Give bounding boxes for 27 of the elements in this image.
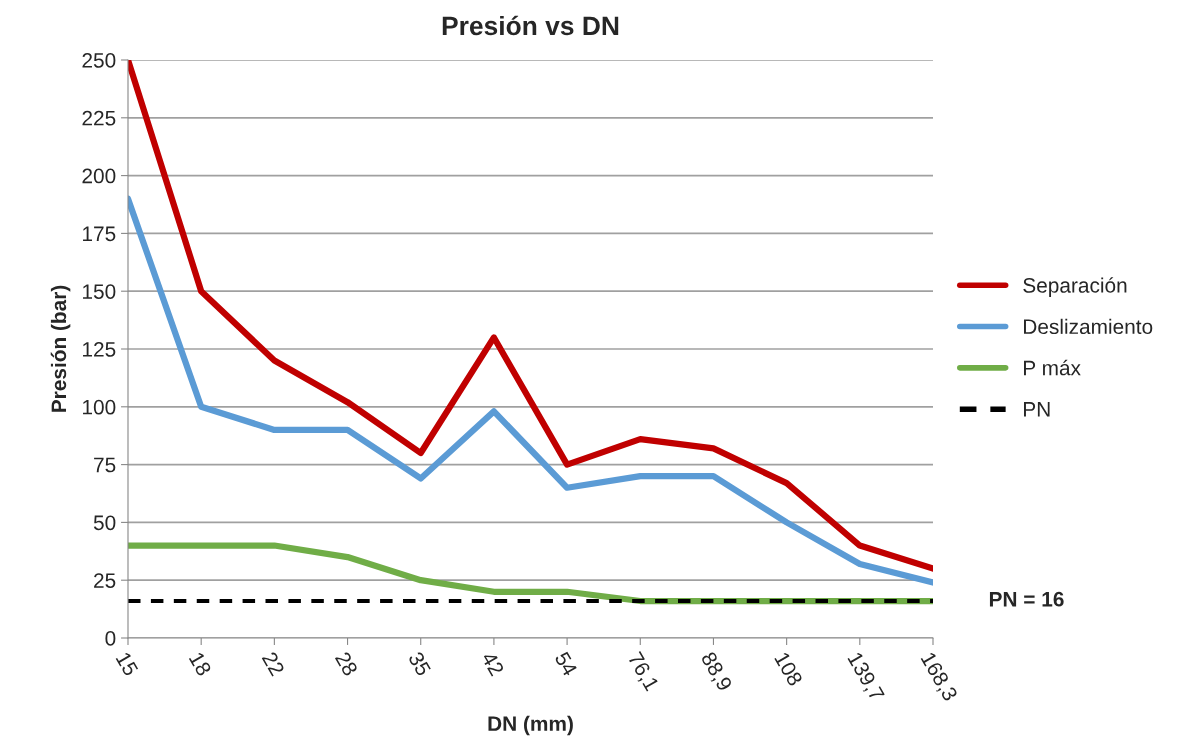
y-tick-label: 50 <box>93 515 116 531</box>
y-tick-label: 100 <box>83 399 116 415</box>
x-tick-label: 28 <box>334 650 359 677</box>
x-tick-label: 54 <box>554 650 578 677</box>
legend-label: Separación <box>1023 277 1127 297</box>
legend-label: Deslizamiento <box>1024 318 1153 335</box>
x-tick-label: 22 <box>261 650 285 677</box>
x-tick-label: 15 <box>115 651 139 677</box>
chart-title: Presión vs DN <box>442 15 619 36</box>
y-tick-label: 150 <box>83 284 116 299</box>
y-tick-label: 125 <box>83 342 116 357</box>
y-tick-label: 225 <box>82 110 116 126</box>
y-axis-title: Presión (bar) <box>50 285 71 412</box>
x-tick-label: 35 <box>407 650 432 677</box>
legend-label: P máx <box>1024 359 1081 376</box>
y-tick-label: 75 <box>94 457 116 473</box>
y-tick-label: 175 <box>83 226 116 242</box>
annotation: PN = 16 <box>989 591 1064 607</box>
y-tick-label: 250 <box>82 53 116 68</box>
y-tick-label: 0 <box>105 631 116 646</box>
y-tick-label: 25 <box>94 573 116 588</box>
x-tick-label: 18 <box>188 651 212 677</box>
y-tick-label: 200 <box>82 168 116 184</box>
x-tick-label: 108 <box>774 651 804 687</box>
x-axis-title: DN (mm) <box>488 715 573 736</box>
x-tick-label: 42 <box>481 650 505 677</box>
legend-label: PN <box>1024 402 1050 417</box>
